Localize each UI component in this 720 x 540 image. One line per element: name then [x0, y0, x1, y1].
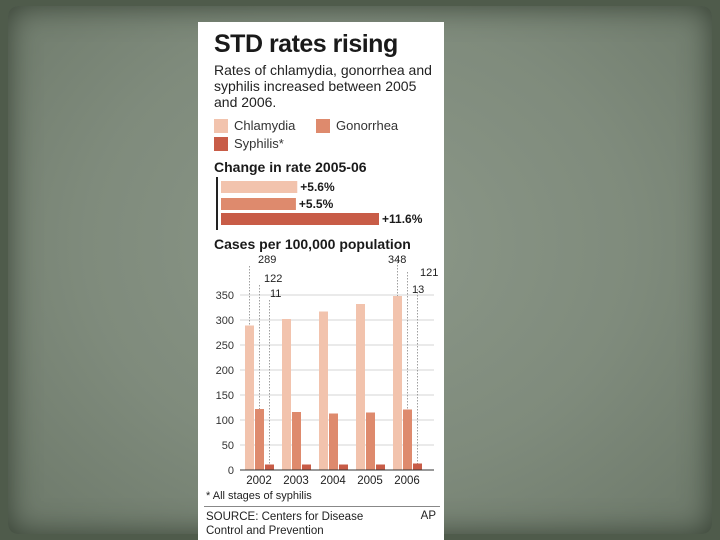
change-label-2: +11.6%	[382, 212, 423, 226]
annotation-2006-1: 121	[420, 267, 438, 279]
graphic-title: STD rates rising	[214, 30, 398, 58]
legend-label-syphilis: Syphilis*	[234, 136, 284, 151]
legend-swatch-chlamydia	[214, 118, 228, 133]
legend-item-syphilis: Syphilis*	[214, 136, 284, 151]
change-bar-0	[221, 181, 298, 193]
x-tick-label-2005: 2005	[357, 475, 383, 487]
bar-gonorrhea-2005	[366, 412, 375, 470]
bar-syphilis-2004	[339, 464, 348, 470]
y-tick-label-6: 300	[216, 315, 234, 327]
cases-heading: Cases per 100,000 population	[214, 236, 411, 252]
bar-syphilis-2003	[302, 464, 311, 470]
bar-gonorrhea-2006	[403, 409, 412, 470]
bar-chlamydia-2005	[356, 304, 365, 470]
bar-gonorrhea-2002	[255, 409, 264, 470]
source-text: SOURCE: Centers for Disease Control and …	[206, 511, 364, 537]
bar-chlamydia-2003	[282, 319, 291, 470]
legend-item-chlamydia: Chlamydia	[214, 118, 295, 133]
cases-chart: 0 50 100 150 200 250 300 350 2002 2003 2004 2005 200…	[216, 254, 439, 487]
bar-chlamydia-2004	[319, 311, 328, 470]
bar-chlamydia-2002	[245, 325, 254, 470]
annotation-2006-2: 13	[412, 284, 424, 296]
legend-item-gonorrhea: Gonorrhea	[316, 118, 398, 133]
change-bar-1	[221, 198, 296, 210]
annotation-2006-0: 348	[388, 254, 406, 266]
y-tick-label-1: 50	[222, 440, 234, 452]
footnote: * All stages of syphilis	[206, 490, 312, 502]
bar-syphilis-2002	[265, 464, 274, 470]
annotation-2002-1: 122	[264, 273, 282, 285]
y-tick-label-7: 350	[216, 290, 234, 302]
change-label-1: +5.5%	[299, 197, 334, 211]
y-tick-label-2: 100	[216, 415, 234, 427]
legend-label-gonorrhea: Gonorrhea	[336, 118, 399, 133]
y-tick-label-4: 200	[216, 365, 234, 377]
change-bar-2	[221, 213, 379, 225]
annotation-2002-0: 289	[258, 254, 276, 266]
y-tick-label-5: 250	[216, 340, 234, 352]
legend-swatch-syphilis	[214, 136, 228, 151]
annotation-2002-2: 11	[270, 288, 281, 300]
x-tick-label-2004: 2004	[320, 475, 346, 487]
y-tick-label-0: 0	[228, 465, 234, 477]
y-tick-label-3: 150	[216, 390, 234, 402]
legend-label-chlamydia: Chlamydia	[234, 118, 296, 133]
x-tick-label-2002: 2002	[246, 475, 272, 487]
bar-syphilis-2006	[413, 463, 422, 470]
x-tick-label-2006: 2006	[394, 475, 420, 487]
source-divider	[204, 506, 440, 507]
bar-gonorrhea-2004	[329, 413, 338, 470]
change-label-0: +5.6%	[300, 180, 335, 194]
credit-text: AP	[420, 510, 436, 522]
bar-gonorrhea-2003	[292, 412, 301, 470]
graphic-subtitle: Rates of chlamydia, gonorrhea and syphil…	[214, 62, 432, 110]
x-tick-label-2003: 2003	[283, 475, 309, 487]
bar-chlamydia-2006	[393, 296, 402, 470]
change-chart: +5.6% +5.5% +11.6%	[216, 177, 423, 230]
legend-swatch-gonorrhea	[316, 118, 330, 133]
bar-syphilis-2005	[376, 464, 385, 470]
change-heading: Change in rate 2005-06	[214, 159, 367, 175]
infographic-panel: STD rates rising Rates of chlamydia, gon…	[198, 22, 444, 540]
